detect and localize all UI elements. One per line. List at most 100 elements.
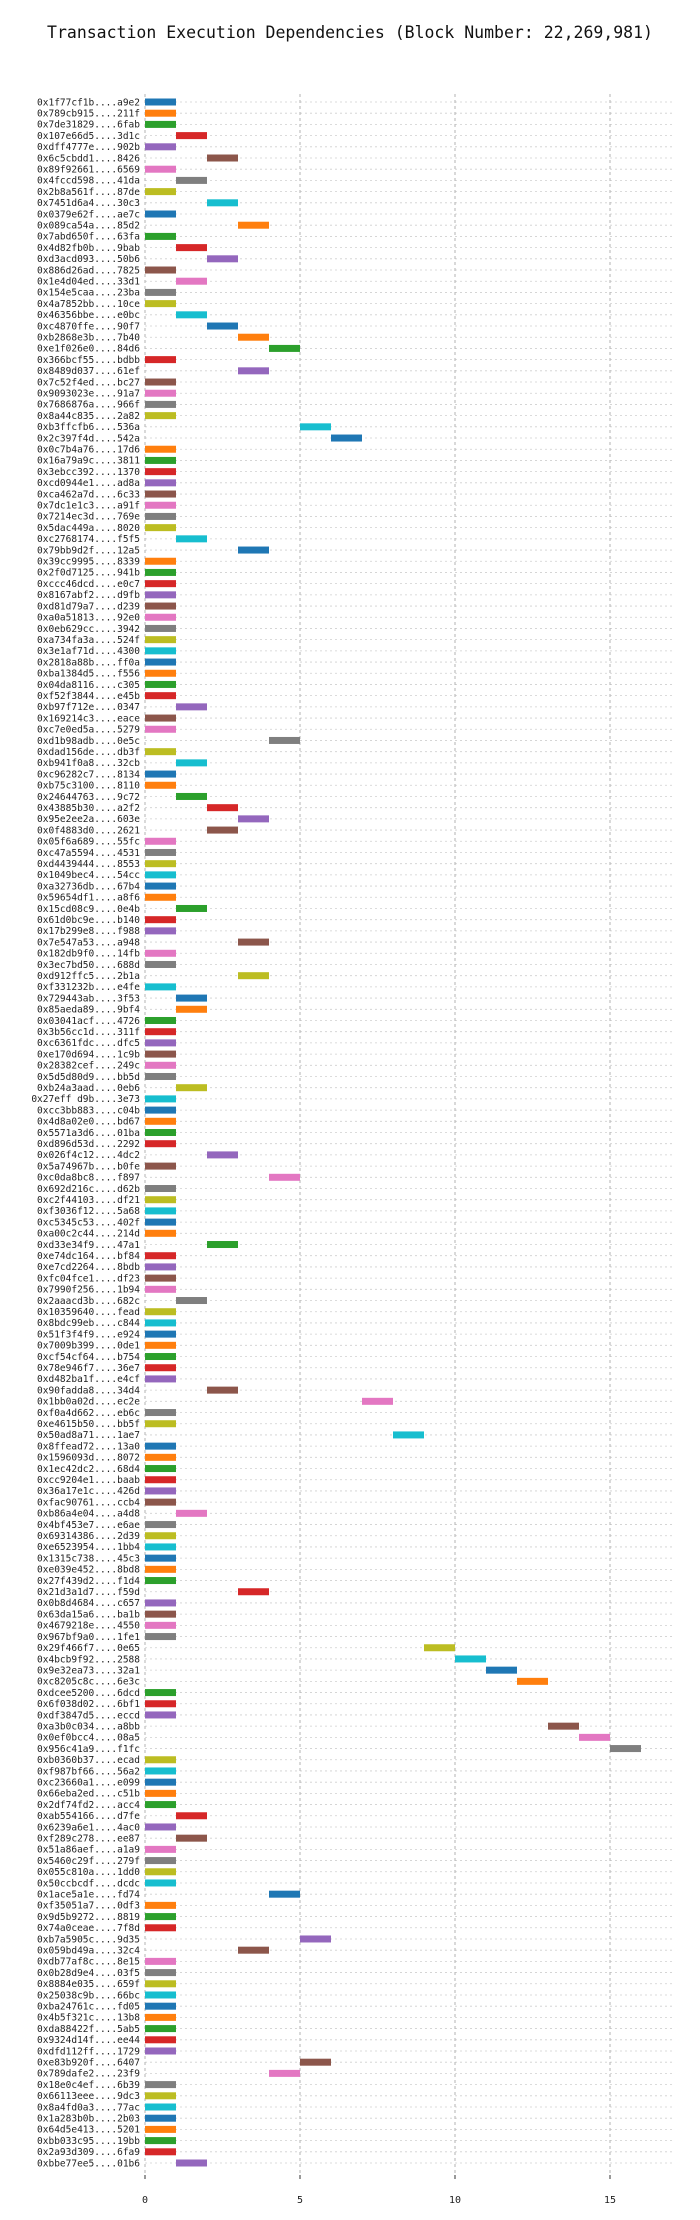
transaction-label: 0x29f466f7....0e65 (37, 1643, 140, 1654)
transaction-label: 0xdfd112ff....1729 (37, 2046, 140, 2057)
transaction-bar (145, 960, 176, 968)
transaction-label: 0xf0a4d662....eb6c (37, 1408, 140, 1419)
transaction-bar (145, 983, 176, 991)
transaction-bar (145, 1285, 176, 1293)
transaction-bar (145, 389, 176, 397)
transaction-bar (145, 1330, 176, 1338)
transaction-label: 0xdcee5200....6dcd (37, 1688, 140, 1699)
transaction-label: 0x886d26ad....7825 (37, 265, 140, 276)
transaction-label: 0x7451d6a4....30c3 (37, 198, 140, 209)
transaction-bar (145, 143, 176, 151)
transaction-bar (176, 759, 207, 767)
transaction-label: 0xc96282c7....8134 (37, 769, 140, 780)
transaction-bar (145, 1845, 176, 1853)
transaction-bar (145, 1465, 176, 1473)
transaction-bar (145, 512, 176, 520)
transaction-bar (145, 1711, 176, 1719)
transaction-label: 0x50ad8a71....1ae7 (37, 1430, 140, 1441)
transaction-label: 0xc6361fdc....dfc5 (37, 1038, 140, 1049)
transaction-label: 0xd482ba1f....e4cf (37, 1374, 140, 1385)
transaction-label: 0x5a74967b....b0fe (37, 1161, 140, 1172)
transaction-bar (145, 770, 176, 778)
transaction-label: 0xa734fa3a....524f (37, 635, 140, 646)
transaction-bar (579, 1733, 610, 1741)
transaction-label: 0x7990f256....1b94 (37, 1285, 140, 1296)
transaction-label: 0x8489d037....61ef (37, 366, 140, 377)
transaction-bar (145, 1778, 176, 1786)
transaction-label: 0x692d216c....d62b (37, 1184, 140, 1195)
transaction-label: 0xb75c3100....8110 (37, 781, 140, 792)
transaction-label: 0x1ace5a1e....fd74 (37, 1889, 140, 1900)
transaction-label: 0x10359640....fead (37, 1307, 140, 1318)
transaction-label: 0x64d5e413....5201 (37, 2125, 140, 2136)
transaction-bar (145, 580, 176, 588)
transaction-label: 0xccc46dcd....e0c7 (37, 579, 140, 590)
x-tick-label: 5 (297, 2195, 303, 2206)
transaction-bar (176, 535, 207, 543)
transaction-label: 0x5dac449a....8020 (37, 523, 140, 534)
transaction-label: 0x39cc9995....8339 (37, 557, 140, 568)
transaction-bar (145, 557, 176, 565)
transaction-label: 0x4679218e....4550 (37, 1621, 140, 1632)
transaction-label: 0x7dc1e1c3....a91f (37, 501, 140, 512)
transaction-label: 0x17b299e8....f988 (37, 926, 140, 937)
transaction-bar (176, 176, 207, 184)
transaction-bar (269, 1890, 300, 1898)
transaction-label: 0x366bcf55....bdbb (37, 355, 140, 366)
transaction-bar (145, 1879, 176, 1887)
transaction-bar (145, 1409, 176, 1417)
transaction-bar (145, 1969, 176, 1977)
transaction-bar (176, 703, 207, 711)
transaction-bar (207, 255, 238, 263)
transaction-bar (207, 804, 238, 812)
transaction-label: 0x85aeda89....9bf4 (37, 1005, 140, 1016)
transaction-label: 0x182db9f0....14fb (37, 949, 140, 960)
transaction-label: 0x8bdc99eb....c844 (37, 1318, 140, 1329)
transaction-label: 0xe1f026e0....84d6 (37, 344, 140, 355)
transaction-bar (145, 927, 176, 935)
transaction-bar (145, 1565, 176, 1573)
transaction-bar (331, 434, 362, 442)
transaction-label: 0x5d5d80d9....bb5d (37, 1072, 140, 1083)
transaction-bar (145, 916, 176, 924)
transaction-bar (145, 748, 176, 756)
transaction-label: 0xc5345c53....402f (37, 1217, 140, 1228)
transaction-label: 0x0379e62f....ae7c (37, 209, 140, 220)
transaction-bar (176, 244, 207, 252)
transaction-label: 0x5571a3d6....01ba (37, 1128, 140, 1139)
transaction-bar (145, 2002, 176, 2010)
transaction-bar (548, 1722, 579, 1730)
transaction-label: 0xdf3847d5....eccd (37, 1710, 140, 1721)
transaction-label: 0x63da15a6....ba1b (37, 1609, 140, 1620)
transaction-bar (145, 1487, 176, 1495)
transaction-bar (145, 1498, 176, 1506)
transaction-label: 0xd896d53d....2292 (37, 1139, 140, 1150)
transaction-label: 0x169214c3....eace (37, 713, 140, 724)
transaction-bar (176, 132, 207, 140)
transaction-label: 0xa32736db....67b4 (37, 881, 140, 892)
transaction-bar (145, 1543, 176, 1551)
transaction-bar (176, 994, 207, 1002)
transaction-label: 0x0f4883d0....2621 (37, 825, 140, 836)
transaction-label: 0x7009b399....0de1 (37, 1341, 140, 1352)
transaction-label: 0xfc04fce1....df23 (37, 1273, 140, 1284)
transaction-label: 0x7abd650f....63fa (37, 232, 140, 243)
transaction-bar (145, 1061, 176, 1069)
transaction-bar (145, 210, 176, 218)
transaction-label: 0x9093023e....91a7 (37, 389, 140, 400)
transaction-label: 0x0c7b4a76....17d6 (37, 445, 140, 456)
transaction-bar (145, 949, 176, 957)
transaction-bar (238, 972, 269, 980)
transaction-bar (269, 2069, 300, 2077)
transaction-label: 0x27f439d2....f1d4 (37, 1576, 140, 1587)
transaction-bar (238, 367, 269, 375)
transaction-bar (145, 1218, 176, 1226)
transaction-bar (145, 1185, 176, 1193)
transaction-label: 0xc47a5594....4531 (37, 848, 140, 859)
transaction-bar (145, 1700, 176, 1708)
transaction-bar (300, 423, 331, 431)
transaction-label: 0x74a0ceae....7f8d (37, 1923, 140, 1934)
transaction-bar (145, 1980, 176, 1988)
transaction-bar (145, 692, 176, 700)
transaction-bar (145, 1991, 176, 1999)
